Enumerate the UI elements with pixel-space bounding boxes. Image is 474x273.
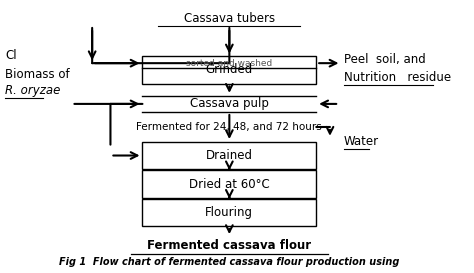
FancyBboxPatch shape (143, 142, 316, 169)
Text: Peel  soil, and: Peel soil, and (344, 53, 426, 66)
FancyBboxPatch shape (143, 170, 316, 198)
Text: Fermented for 24, 48, and 72 hours: Fermented for 24, 48, and 72 hours (137, 122, 322, 132)
Text: Fermented cassava flour: Fermented cassava flour (147, 239, 311, 252)
Text: Fig 1  Flow chart of fermented cassava flour production using: Fig 1 Flow chart of fermented cassava fl… (59, 257, 400, 267)
Text: Biomass of: Biomass of (5, 67, 70, 81)
Text: sorted and washed: sorted and washed (186, 59, 273, 68)
Text: Cl: Cl (5, 49, 17, 61)
Text: Nutrition   residue: Nutrition residue (344, 71, 451, 84)
FancyBboxPatch shape (143, 199, 316, 226)
FancyBboxPatch shape (143, 57, 316, 84)
Text: Drained: Drained (206, 149, 253, 162)
Text: Dried at 60°C: Dried at 60°C (189, 177, 270, 191)
Text: Cassava tubers: Cassava tubers (184, 12, 275, 25)
Text: Cassava pulp: Cassava pulp (190, 97, 269, 110)
Text: Flouring: Flouring (205, 206, 254, 219)
Text: R. oryzae: R. oryzae (5, 84, 61, 97)
Text: Grinded: Grinded (206, 63, 253, 76)
Text: Water: Water (344, 135, 379, 148)
